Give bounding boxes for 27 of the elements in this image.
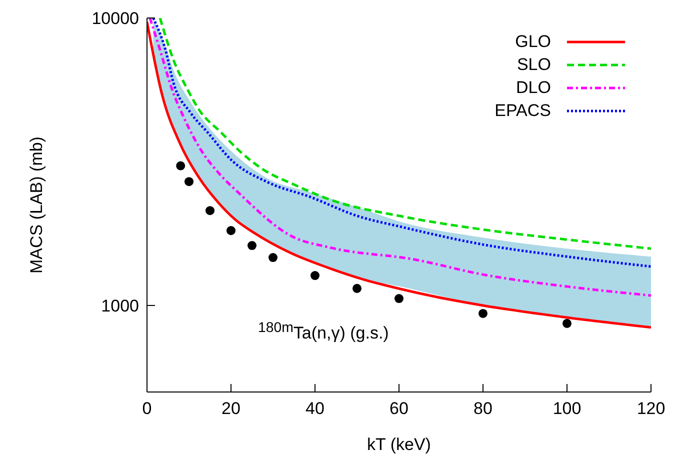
- x-tick-label: 100: [552, 399, 582, 418]
- annotation: $^{180m}$Ta(n,γ) (g.s.): [258, 320, 389, 344]
- y-tick-label: 10000: [92, 9, 139, 28]
- point: [478, 308, 488, 318]
- x-tick-label: 40: [306, 399, 324, 418]
- point: [247, 241, 257, 250]
- y-tick-label: 1000: [101, 296, 139, 316]
- x-tick-label: 0: [142, 399, 152, 418]
- point: [184, 177, 194, 186]
- legend-label: EPACS: [494, 100, 551, 122]
- x-tick-label: 20: [222, 399, 240, 418]
- point: [268, 253, 278, 262]
- point: [562, 318, 572, 328]
- point: [226, 226, 236, 236]
- legend-label: GLO: [515, 31, 551, 53]
- x-tick-label: 80: [474, 399, 492, 418]
- point: [394, 294, 404, 304]
- legend-label: DLO: [516, 77, 551, 99]
- x-tick-label: 120: [636, 399, 666, 418]
- legend-label: SLO: [516, 54, 551, 76]
- x-tick-label: 60: [390, 399, 408, 418]
- point: [352, 284, 362, 293]
- point: [205, 206, 215, 216]
- point: [176, 161, 186, 170]
- y-axis-title: MACS (LAB) (mb): [27, 136, 46, 274]
- x-axis-title: kT (keV): [367, 435, 431, 454]
- point: [310, 271, 320, 280]
